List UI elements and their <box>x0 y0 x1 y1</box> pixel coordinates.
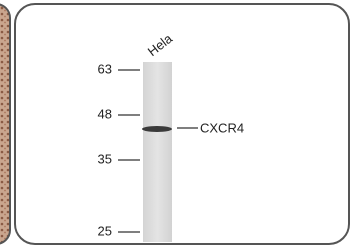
marker-label: 25 <box>98 223 112 238</box>
neighbor-panel <box>0 4 10 244</box>
marker-label: 48 <box>98 106 112 121</box>
blot-band <box>142 126 172 132</box>
figure: Hela 63 48 35 25 CXCR4 <box>0 0 353 248</box>
marker-label: 35 <box>98 151 112 166</box>
marker-label: 63 <box>98 61 112 76</box>
blot-lane <box>143 62 172 242</box>
page: Hela 63 48 35 25 CXCR4 (() => { const da… <box>0 0 353 248</box>
target-label: CXCR4 <box>200 120 244 135</box>
panel-frame <box>15 4 349 244</box>
